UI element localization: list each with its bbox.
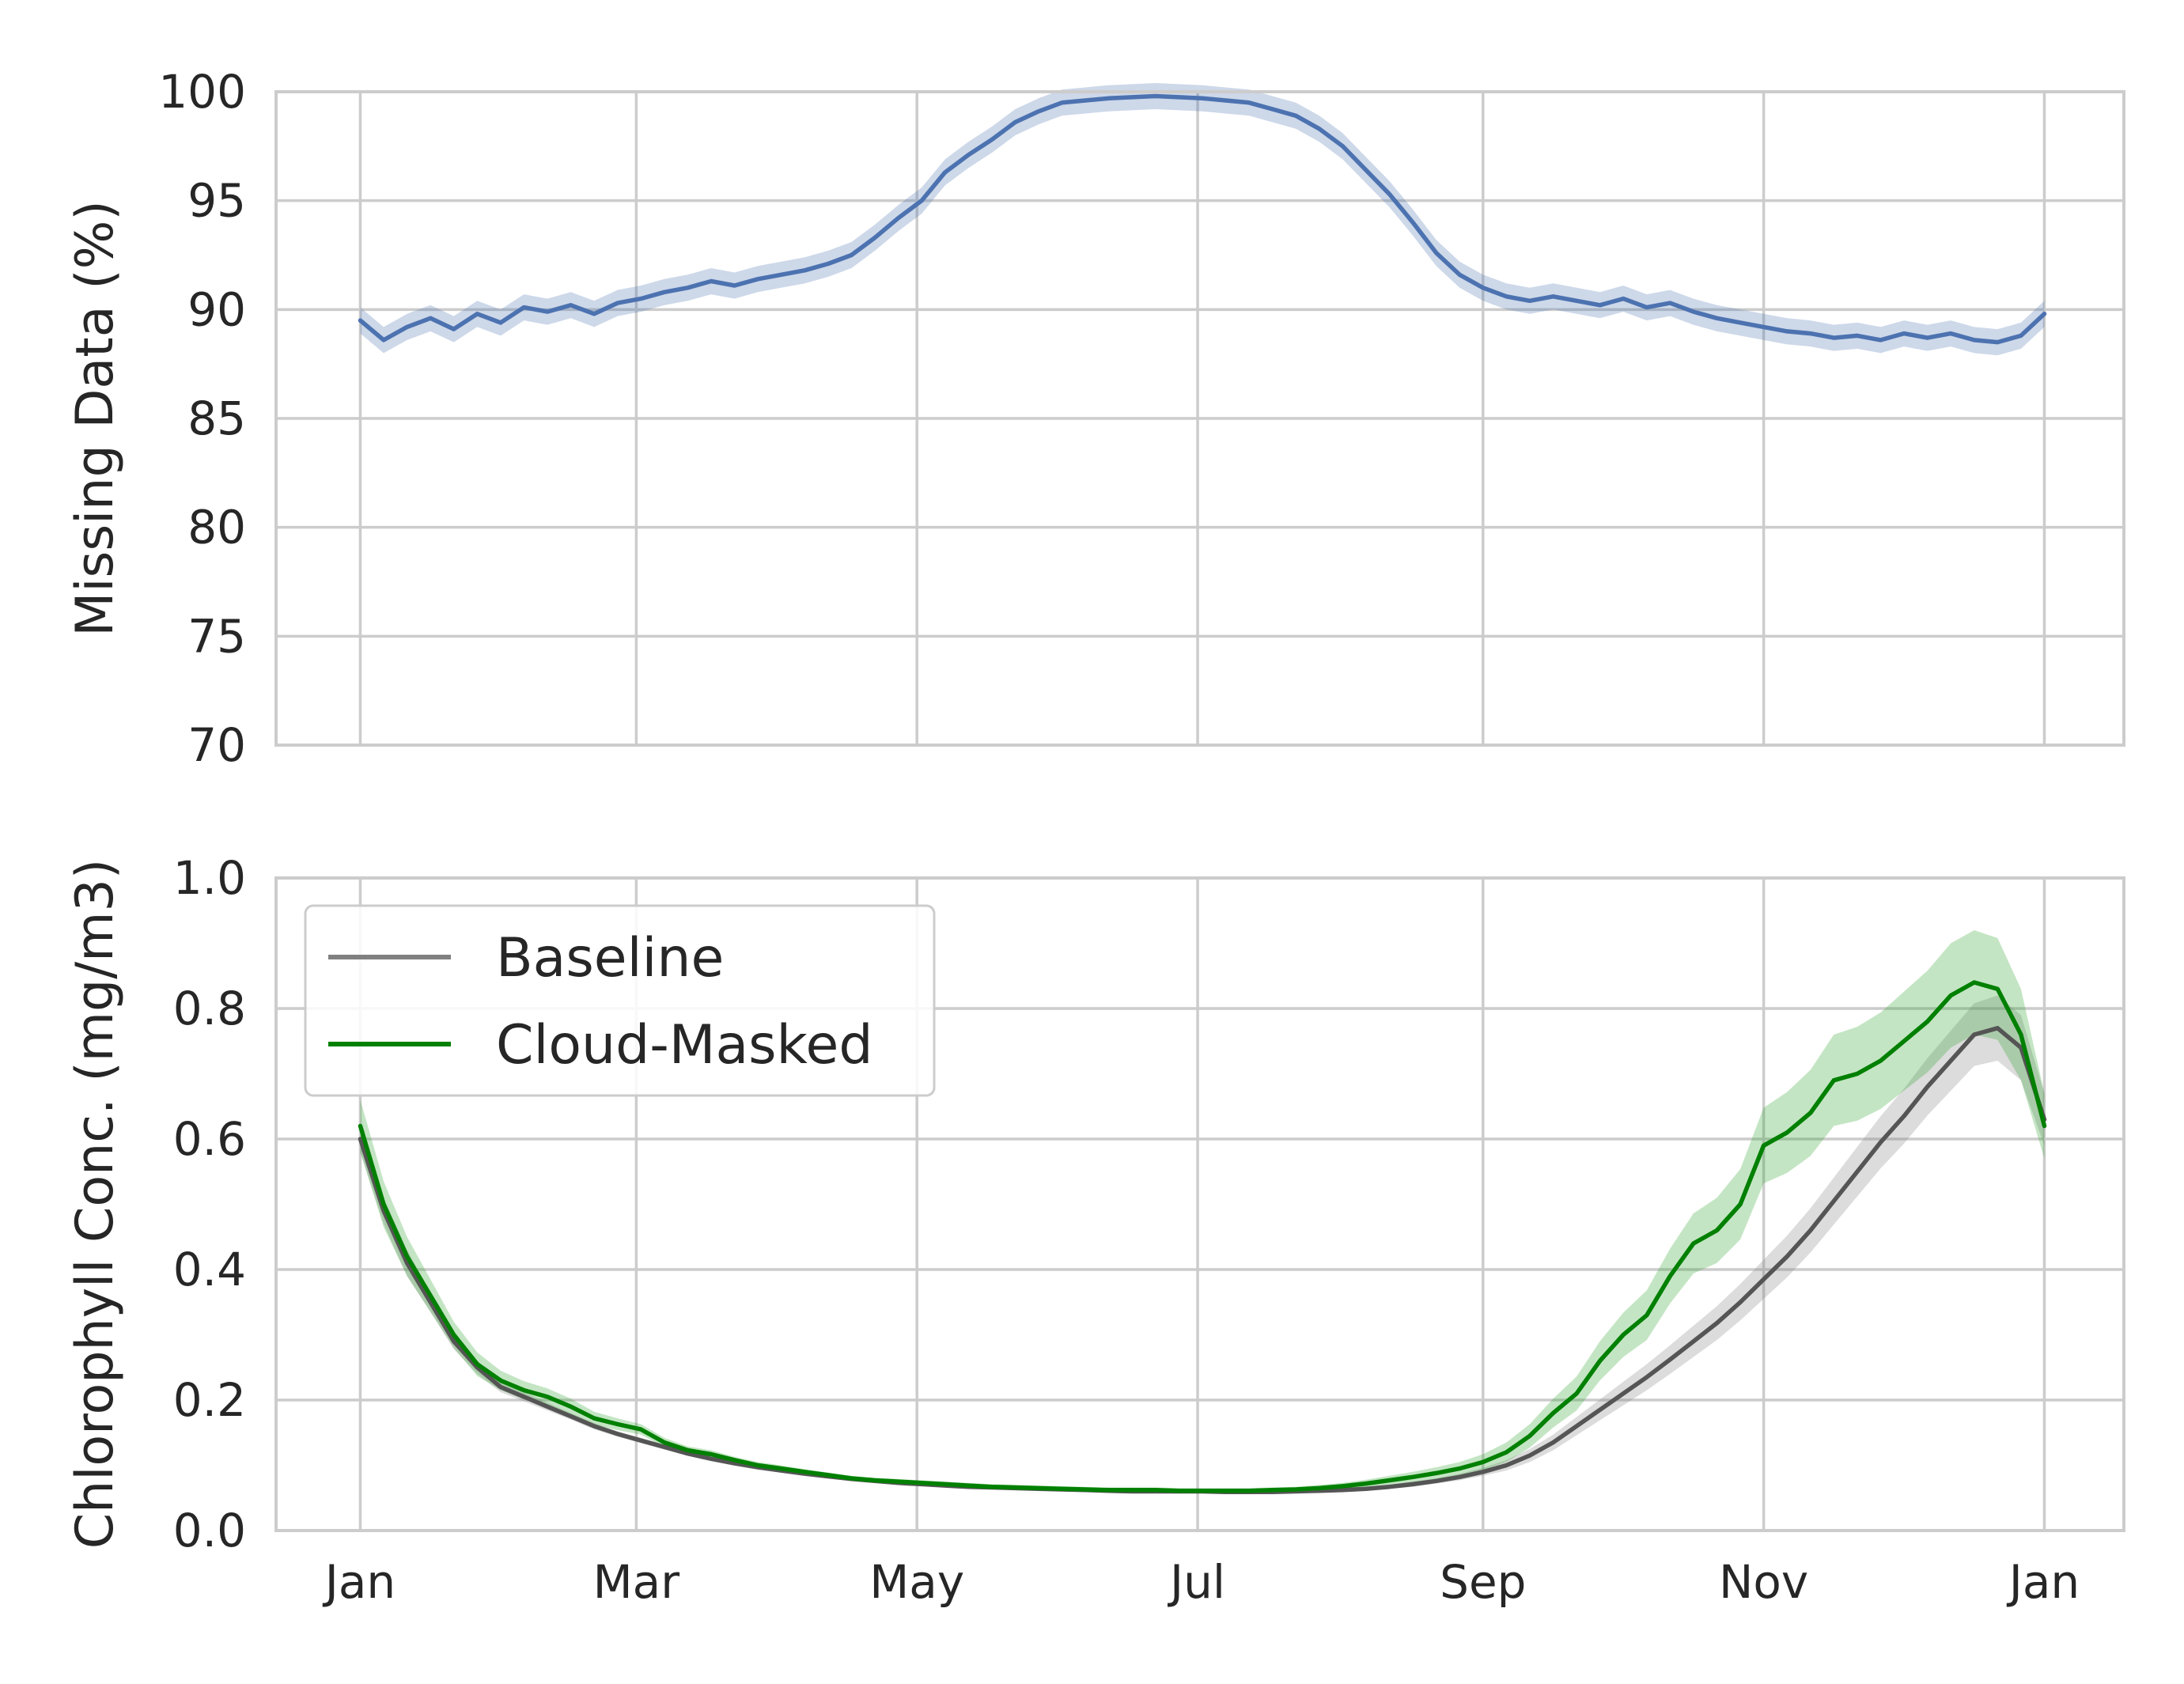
y-tick-label: 90 [187, 282, 246, 336]
x-tick-label: May [869, 1555, 964, 1609]
y-axis-label: Missing Data (%) [66, 200, 125, 636]
x-tick-label: Jan [323, 1555, 396, 1609]
y-tick-label: 85 [187, 392, 246, 445]
y-tick-label: 95 [187, 174, 246, 228]
y-tick-label: 1.0 [173, 851, 246, 905]
y-tick-label: 0.6 [173, 1112, 246, 1166]
x-tick-label: Jul [1168, 1555, 1225, 1609]
y-tick-label: 75 [187, 609, 246, 663]
x-tick-label: Jan [2007, 1555, 2080, 1609]
y-axis-label: Chlorophyll Conc. (mg/m3) [66, 859, 125, 1549]
series-line [358, 93, 2047, 345]
x-tick-label: Mar [593, 1555, 680, 1609]
legend-box [304, 904, 936, 1097]
x-tick-label: Nov [1719, 1555, 1808, 1609]
legend-label: Baseline [496, 927, 724, 990]
legend: Baseline Cloud-Masked [304, 904, 936, 1097]
legend-label: Cloud-Masked [496, 1014, 873, 1077]
series-line [358, 980, 2047, 1493]
y-tick-label: 0.4 [173, 1243, 246, 1296]
confidence-band [360, 930, 2045, 1493]
x-tick-label: Sep [1440, 1555, 1526, 1609]
y-tick-label: 0.8 [173, 982, 246, 1035]
y-tick-label: 80 [187, 501, 246, 554]
y-tick-label: 70 [187, 718, 246, 772]
confidence-band [360, 83, 2045, 356]
y-tick-label: 0.2 [173, 1373, 246, 1427]
y-tick-label: 100 [158, 65, 246, 119]
plot-frame [274, 90, 2125, 747]
chlorophyll-panel: 0.0 0.2 0.4 0.6 0.8 1.0 Jan Mar May Jul Sep Nov Jan C… [66, 851, 2125, 1609]
y-tick-label: 0.0 [173, 1504, 246, 1557]
plot-frame [274, 876, 2125, 1532]
missing-data-panel: 70 75 80 85 90 95 100 Missing Data (%) [66, 65, 2125, 772]
